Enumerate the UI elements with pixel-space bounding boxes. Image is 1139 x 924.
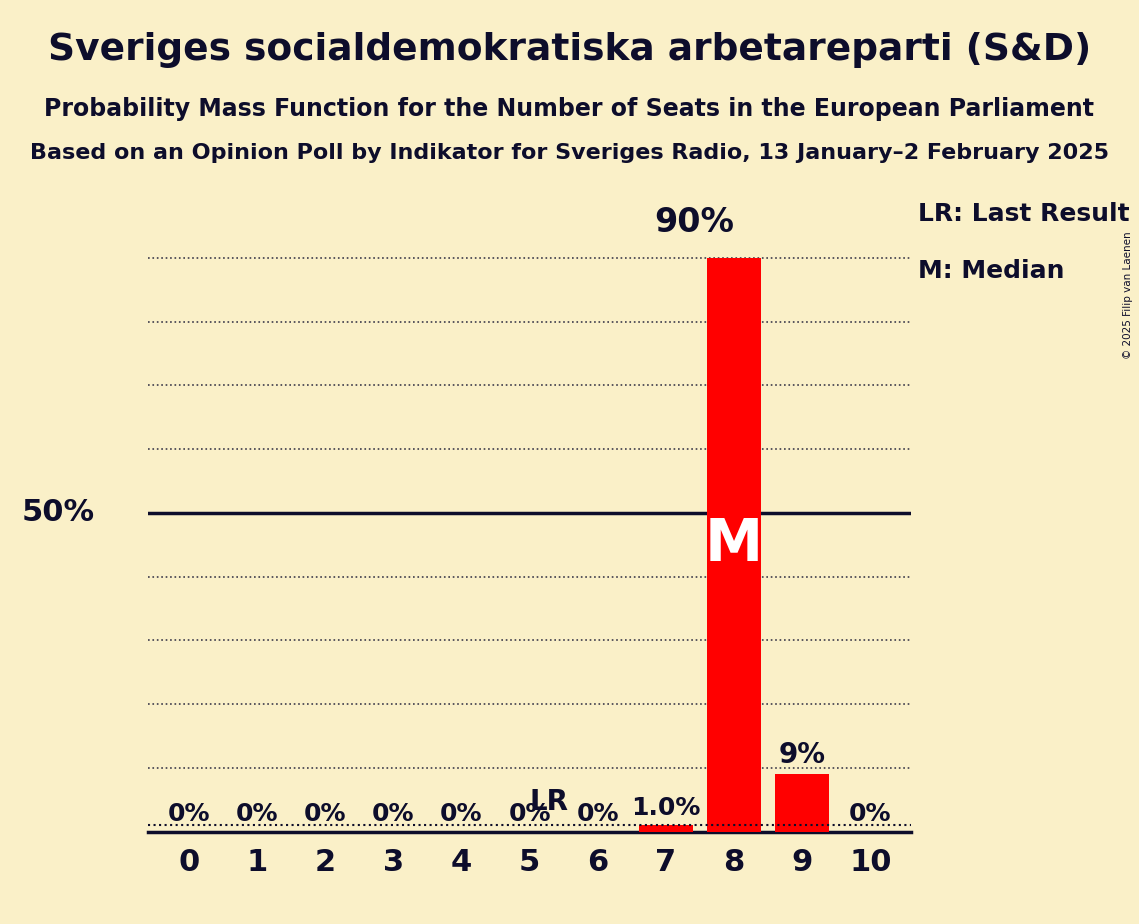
Text: 50%: 50% bbox=[22, 498, 95, 528]
Text: 90%: 90% bbox=[654, 206, 734, 238]
Text: 0%: 0% bbox=[236, 803, 278, 826]
Text: Based on an Opinion Poll by Indikator for Sveriges Radio, 13 January–2 February : Based on an Opinion Poll by Indikator fo… bbox=[30, 143, 1109, 164]
Text: Sveriges socialdemokratiska arbetareparti (S&D): Sveriges socialdemokratiska arbetarepart… bbox=[48, 32, 1091, 68]
Text: 0%: 0% bbox=[849, 803, 892, 826]
Text: © 2025 Filip van Laenen: © 2025 Filip van Laenen bbox=[1123, 231, 1133, 359]
Text: LR: LR bbox=[530, 787, 568, 816]
Text: 0%: 0% bbox=[508, 803, 551, 826]
Text: 1.0%: 1.0% bbox=[631, 796, 700, 821]
Text: M: Median: M: Median bbox=[918, 260, 1065, 284]
Text: 9%: 9% bbox=[779, 741, 826, 769]
Bar bbox=[639, 825, 694, 832]
Text: 0%: 0% bbox=[167, 803, 211, 826]
Text: 0%: 0% bbox=[441, 803, 483, 826]
Text: 0%: 0% bbox=[372, 803, 415, 826]
Text: 0%: 0% bbox=[304, 803, 346, 826]
Text: M: M bbox=[705, 517, 763, 573]
Text: Probability Mass Function for the Number of Seats in the European Parliament: Probability Mass Function for the Number… bbox=[44, 97, 1095, 121]
Bar bbox=[707, 258, 761, 832]
Bar bbox=[775, 774, 829, 832]
Text: LR: Last Result: LR: Last Result bbox=[918, 202, 1130, 226]
Text: 0%: 0% bbox=[576, 803, 618, 826]
